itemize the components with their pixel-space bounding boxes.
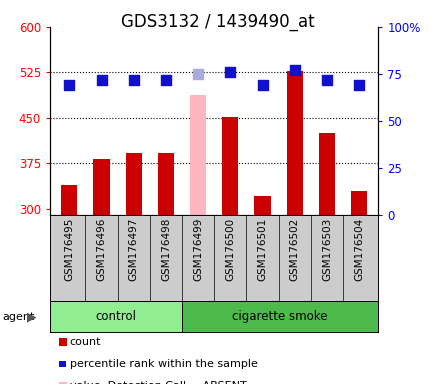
Point <box>291 67 298 73</box>
Bar <box>350 191 366 215</box>
Bar <box>254 195 270 215</box>
Bar <box>181 301 378 332</box>
Text: GSM176504: GSM176504 <box>353 218 363 281</box>
Point <box>323 76 330 83</box>
Text: value, Detection Call = ABSENT: value, Detection Call = ABSENT <box>69 381 246 384</box>
Text: GSM176499: GSM176499 <box>193 218 203 281</box>
Text: GSM176496: GSM176496 <box>96 218 106 281</box>
Point <box>162 76 169 83</box>
Text: GSM176498: GSM176498 <box>161 218 171 281</box>
Text: cigarette smoke: cigarette smoke <box>232 310 327 323</box>
Bar <box>93 159 109 215</box>
Text: GSM176495: GSM176495 <box>64 218 74 281</box>
Bar <box>125 152 141 215</box>
Text: control: control <box>95 310 136 323</box>
Bar <box>61 185 77 215</box>
Point <box>259 82 266 88</box>
Point <box>194 71 201 77</box>
Bar <box>286 71 302 215</box>
Text: count: count <box>69 337 101 347</box>
Text: percentile rank within the sample: percentile rank within the sample <box>69 359 257 369</box>
Point <box>98 76 105 83</box>
Text: GSM176502: GSM176502 <box>289 218 299 281</box>
Point <box>130 76 137 83</box>
Bar <box>222 117 238 215</box>
Text: GSM176501: GSM176501 <box>257 218 267 281</box>
Text: agent: agent <box>2 312 34 322</box>
Text: GDS3132 / 1439490_at: GDS3132 / 1439490_at <box>120 13 314 31</box>
Point <box>355 82 362 88</box>
Text: GSM176503: GSM176503 <box>321 218 331 281</box>
Bar <box>190 96 206 215</box>
Bar <box>158 152 174 215</box>
Text: GSM176497: GSM176497 <box>128 218 138 281</box>
Bar <box>318 133 334 215</box>
Point <box>227 69 233 75</box>
Point <box>66 82 72 88</box>
Text: GSM176500: GSM176500 <box>225 218 235 281</box>
Text: ▶: ▶ <box>26 310 36 323</box>
Bar <box>50 301 181 332</box>
